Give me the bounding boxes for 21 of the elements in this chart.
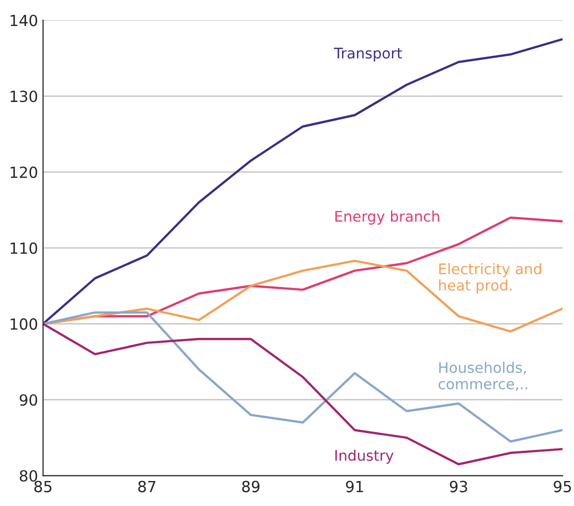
series-label: Transport [334, 48, 402, 62]
series-label: Industry [335, 450, 394, 464]
x-tick-label: 93 [450, 480, 468, 492]
line-series [43, 38, 563, 325]
line-series [43, 322, 563, 466]
x-tick-label: 91 [346, 480, 364, 492]
y-tick-label: 110 [10, 242, 38, 254]
y-tick-label: 120 [10, 166, 38, 178]
x-tick-label: 89 [242, 480, 260, 492]
line-series [43, 311, 563, 443]
y-tick-label: 80 [20, 470, 38, 482]
series-label: Energy branch [335, 210, 440, 225]
x-tick-label: 95 [554, 480, 571, 492]
y-tick-label: 90 [20, 394, 38, 406]
x-tick-label: 87 [138, 480, 156, 492]
y-tick-label: 130 [10, 90, 38, 102]
series-label: Electricity and heat prod. [439, 263, 542, 294]
x-tick-label: 85 [34, 480, 52, 492]
y-tick-label: 140 [10, 14, 38, 26]
y-tick-label: 100 [10, 318, 38, 330]
series-label: Households, commerce,.. [438, 362, 528, 391]
